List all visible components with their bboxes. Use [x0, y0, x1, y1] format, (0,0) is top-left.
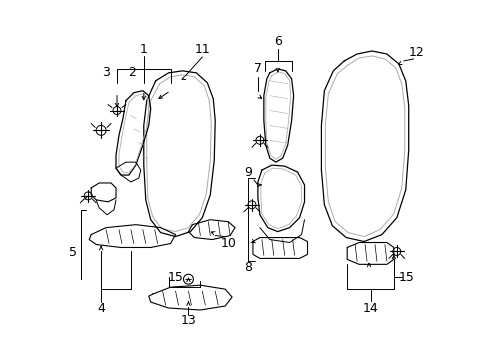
Text: 8: 8	[244, 261, 251, 274]
Text: 4: 4	[97, 302, 105, 315]
Text: 12: 12	[408, 46, 424, 59]
Text: 15: 15	[398, 271, 414, 284]
Text: 5: 5	[69, 246, 77, 259]
Text: 11: 11	[194, 42, 210, 55]
Text: 15: 15	[167, 271, 183, 284]
Text: 3: 3	[102, 66, 110, 79]
Text: 7: 7	[253, 62, 262, 75]
Text: 9: 9	[244, 166, 251, 179]
Text: 2: 2	[128, 66, 136, 79]
Text: 1: 1	[140, 42, 147, 55]
Text: 10: 10	[220, 237, 236, 250]
Text: 14: 14	[363, 302, 378, 315]
Text: 13: 13	[180, 314, 196, 327]
Text: 6: 6	[273, 35, 281, 48]
